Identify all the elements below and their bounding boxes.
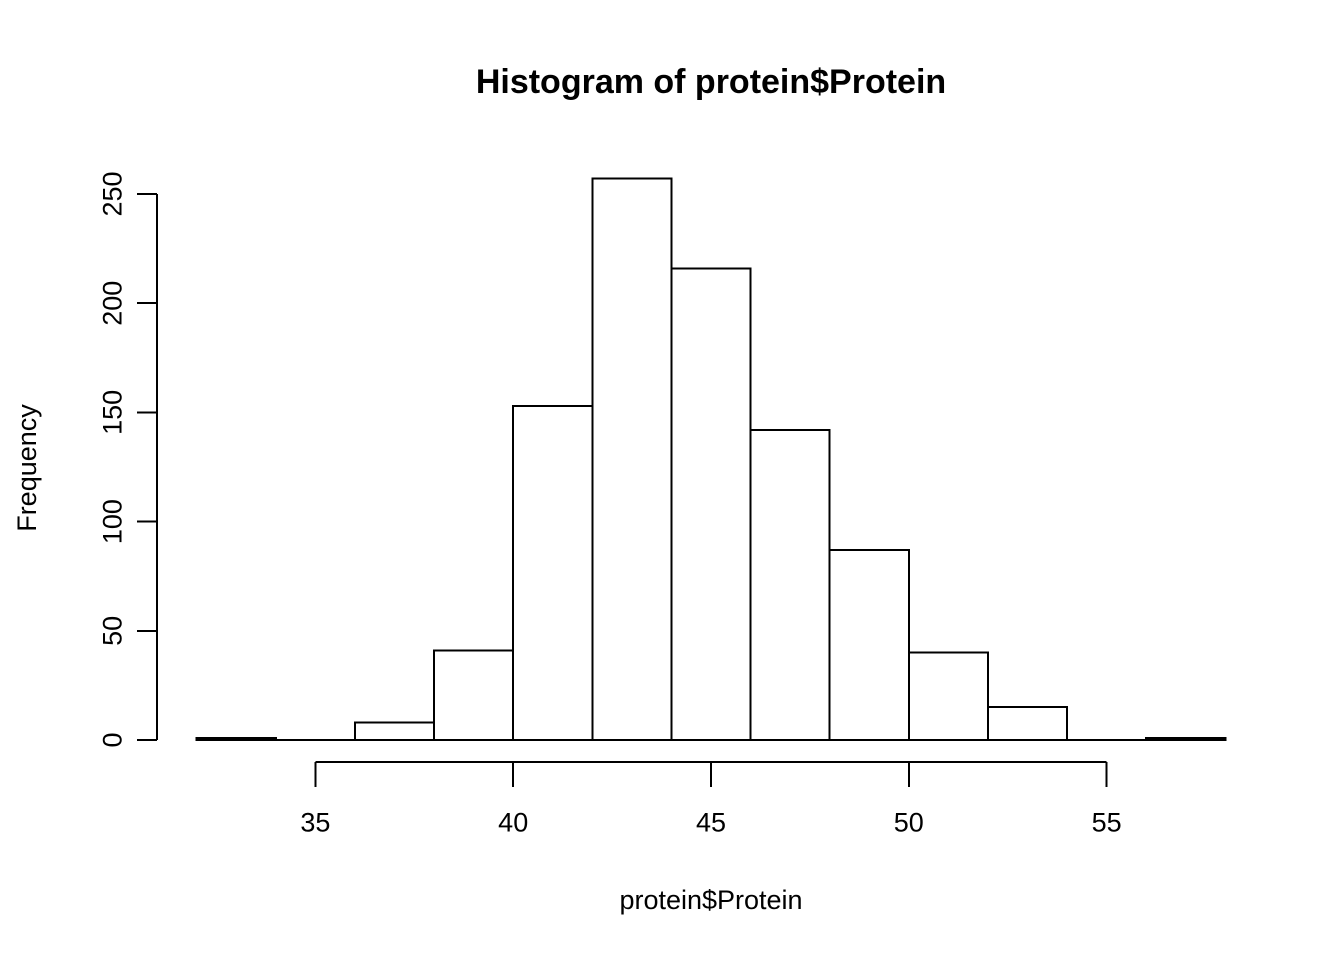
histogram-bar [986, 706, 1069, 741]
chart-title: Histogram of protein$Protein [475, 63, 947, 101]
y-tick-label: 0 [97, 732, 127, 747]
histogram-bar [195, 736, 277, 741]
y-tick-label: 50 [97, 616, 127, 646]
histogram-bar [433, 649, 515, 741]
y-axis-label: Frequency [12, 404, 42, 532]
y-tick-label: 150 [97, 390, 127, 435]
y-tick-label: 250 [97, 171, 127, 216]
histogram-bar [907, 651, 989, 742]
x-tick-label: 55 [1092, 807, 1122, 837]
y-tick-label: 200 [97, 281, 127, 326]
x-tick-label: 50 [894, 807, 924, 837]
histogram-bar [353, 721, 436, 742]
x-tick-label: 35 [300, 807, 330, 837]
histogram-bar [749, 428, 831, 741]
x-tick-label: 45 [696, 807, 726, 837]
x-tick-label: 40 [498, 807, 528, 837]
histogram-bar [670, 267, 752, 741]
x-axis-label: protein$Protein [619, 885, 803, 915]
histogram-bar [512, 404, 594, 741]
histogram-bar [1145, 736, 1227, 741]
histogram-bar [828, 548, 910, 741]
y-tick-label: 100 [97, 499, 127, 544]
histogram-bar [591, 177, 673, 742]
